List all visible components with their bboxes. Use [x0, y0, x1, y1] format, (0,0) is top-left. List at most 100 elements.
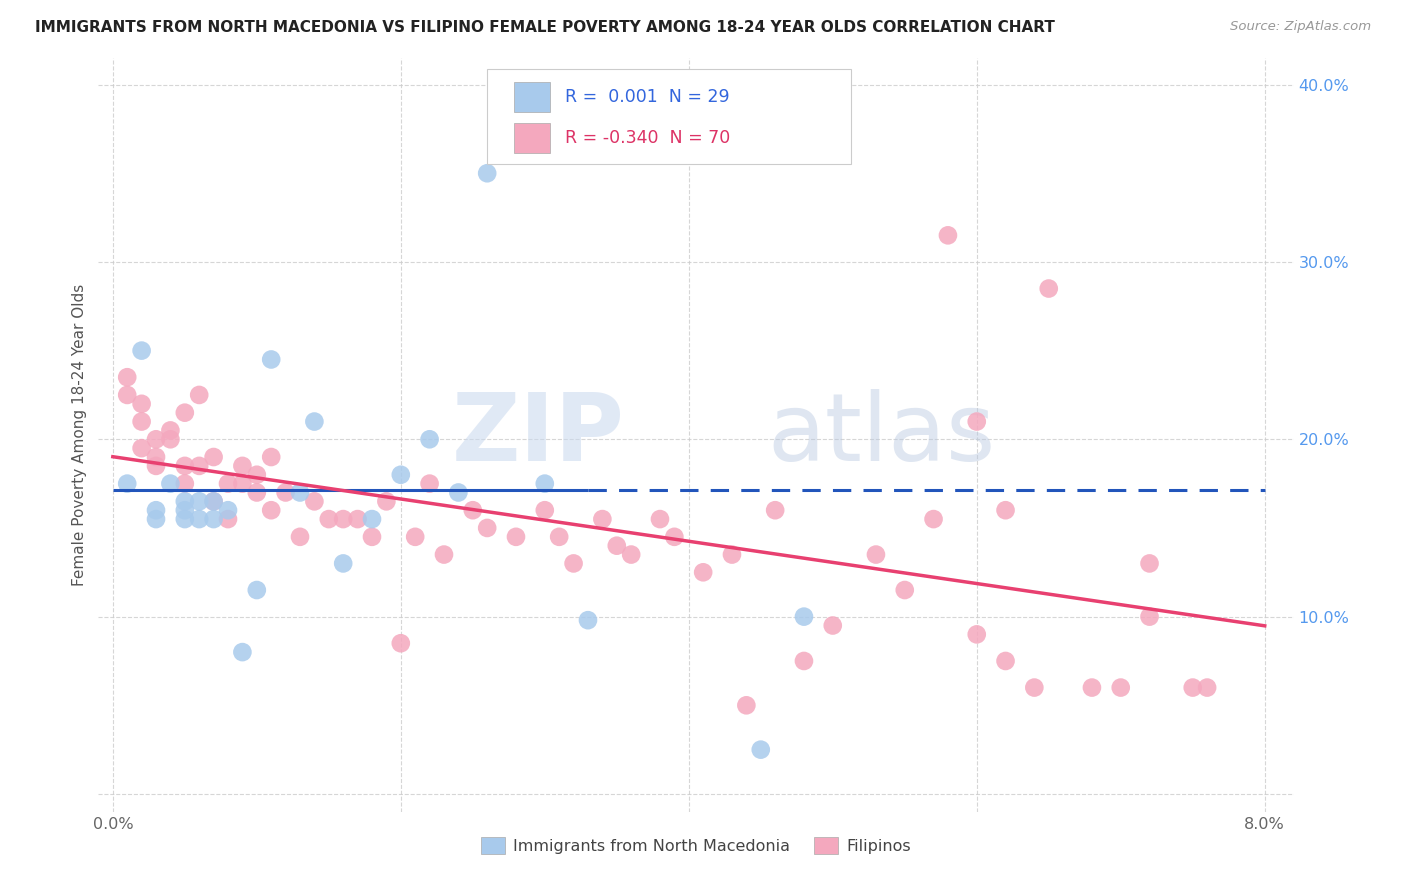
- FancyBboxPatch shape: [486, 70, 852, 163]
- Point: [173, 406, 195, 420]
- Point: [115, 476, 138, 491]
- Point: [202, 450, 225, 464]
- Point: [966, 415, 988, 429]
- Point: [115, 388, 138, 402]
- Point: [620, 548, 643, 562]
- FancyBboxPatch shape: [515, 123, 550, 153]
- Point: [361, 530, 384, 544]
- Text: IMMIGRANTS FROM NORTH MACEDONIA VS FILIPINO FEMALE POVERTY AMONG 18-24 YEAR OLDS: IMMIGRANTS FROM NORTH MACEDONIA VS FILIP…: [35, 20, 1054, 35]
- Point: [202, 512, 225, 526]
- Point: [375, 494, 398, 508]
- Point: [231, 458, 253, 473]
- Point: [1081, 681, 1104, 695]
- Point: [274, 485, 297, 500]
- Point: [159, 432, 181, 446]
- Point: [994, 654, 1017, 668]
- Point: [131, 415, 153, 429]
- Point: [548, 530, 571, 544]
- Point: [389, 467, 412, 482]
- Point: [533, 503, 555, 517]
- Text: R = -0.340  N = 70: R = -0.340 N = 70: [565, 129, 730, 147]
- Point: [865, 548, 887, 562]
- Point: [173, 512, 195, 526]
- Point: [173, 476, 195, 491]
- Point: [288, 530, 311, 544]
- Point: [145, 512, 167, 526]
- Point: [246, 485, 269, 500]
- Text: ZIP: ZIP: [451, 389, 624, 481]
- Point: [173, 458, 195, 473]
- Point: [131, 343, 153, 358]
- Point: [821, 618, 844, 632]
- Point: [404, 530, 426, 544]
- Point: [562, 557, 585, 571]
- Point: [188, 388, 211, 402]
- Point: [763, 503, 786, 517]
- Point: [346, 512, 368, 526]
- Point: [217, 512, 239, 526]
- Point: [1109, 681, 1132, 695]
- Point: [1038, 281, 1060, 295]
- Point: [115, 370, 138, 384]
- Point: [260, 352, 283, 367]
- Point: [721, 548, 744, 562]
- Point: [1139, 557, 1161, 571]
- Point: [231, 476, 253, 491]
- Point: [304, 494, 326, 508]
- Point: [145, 432, 167, 446]
- Point: [922, 512, 945, 526]
- Point: [606, 539, 628, 553]
- Point: [145, 458, 167, 473]
- Point: [505, 530, 527, 544]
- Point: [793, 609, 815, 624]
- Point: [188, 512, 211, 526]
- Point: [966, 627, 988, 641]
- Text: Source: ZipAtlas.com: Source: ZipAtlas.com: [1230, 20, 1371, 33]
- Point: [1197, 681, 1219, 695]
- Point: [361, 512, 384, 526]
- Point: [433, 548, 456, 562]
- Point: [419, 476, 441, 491]
- Point: [188, 458, 211, 473]
- Point: [318, 512, 340, 526]
- Point: [793, 654, 815, 668]
- Text: R =  0.001  N = 29: R = 0.001 N = 29: [565, 88, 730, 106]
- Point: [332, 512, 354, 526]
- Point: [159, 424, 181, 438]
- Point: [246, 467, 269, 482]
- Point: [131, 397, 153, 411]
- Point: [591, 512, 613, 526]
- Point: [576, 613, 599, 627]
- Point: [477, 521, 499, 535]
- Point: [260, 450, 283, 464]
- Point: [893, 582, 915, 597]
- Point: [749, 742, 772, 756]
- Point: [664, 530, 686, 544]
- Point: [288, 485, 311, 500]
- Point: [231, 645, 253, 659]
- Point: [491, 139, 513, 153]
- Point: [533, 476, 555, 491]
- Point: [145, 503, 167, 517]
- Point: [1181, 681, 1204, 695]
- Y-axis label: Female Poverty Among 18-24 Year Olds: Female Poverty Among 18-24 Year Olds: [72, 284, 87, 586]
- FancyBboxPatch shape: [515, 82, 550, 112]
- Point: [461, 503, 484, 517]
- Point: [202, 494, 225, 508]
- Point: [304, 415, 326, 429]
- Point: [447, 485, 470, 500]
- Point: [131, 441, 153, 455]
- Point: [173, 503, 195, 517]
- Point: [477, 166, 499, 180]
- Point: [692, 566, 714, 580]
- Point: [735, 698, 758, 713]
- Point: [217, 503, 239, 517]
- Point: [1024, 681, 1046, 695]
- Text: atlas: atlas: [768, 389, 995, 481]
- Point: [173, 494, 195, 508]
- Point: [332, 557, 354, 571]
- Point: [936, 228, 959, 243]
- Point: [648, 512, 671, 526]
- Point: [145, 450, 167, 464]
- Point: [202, 494, 225, 508]
